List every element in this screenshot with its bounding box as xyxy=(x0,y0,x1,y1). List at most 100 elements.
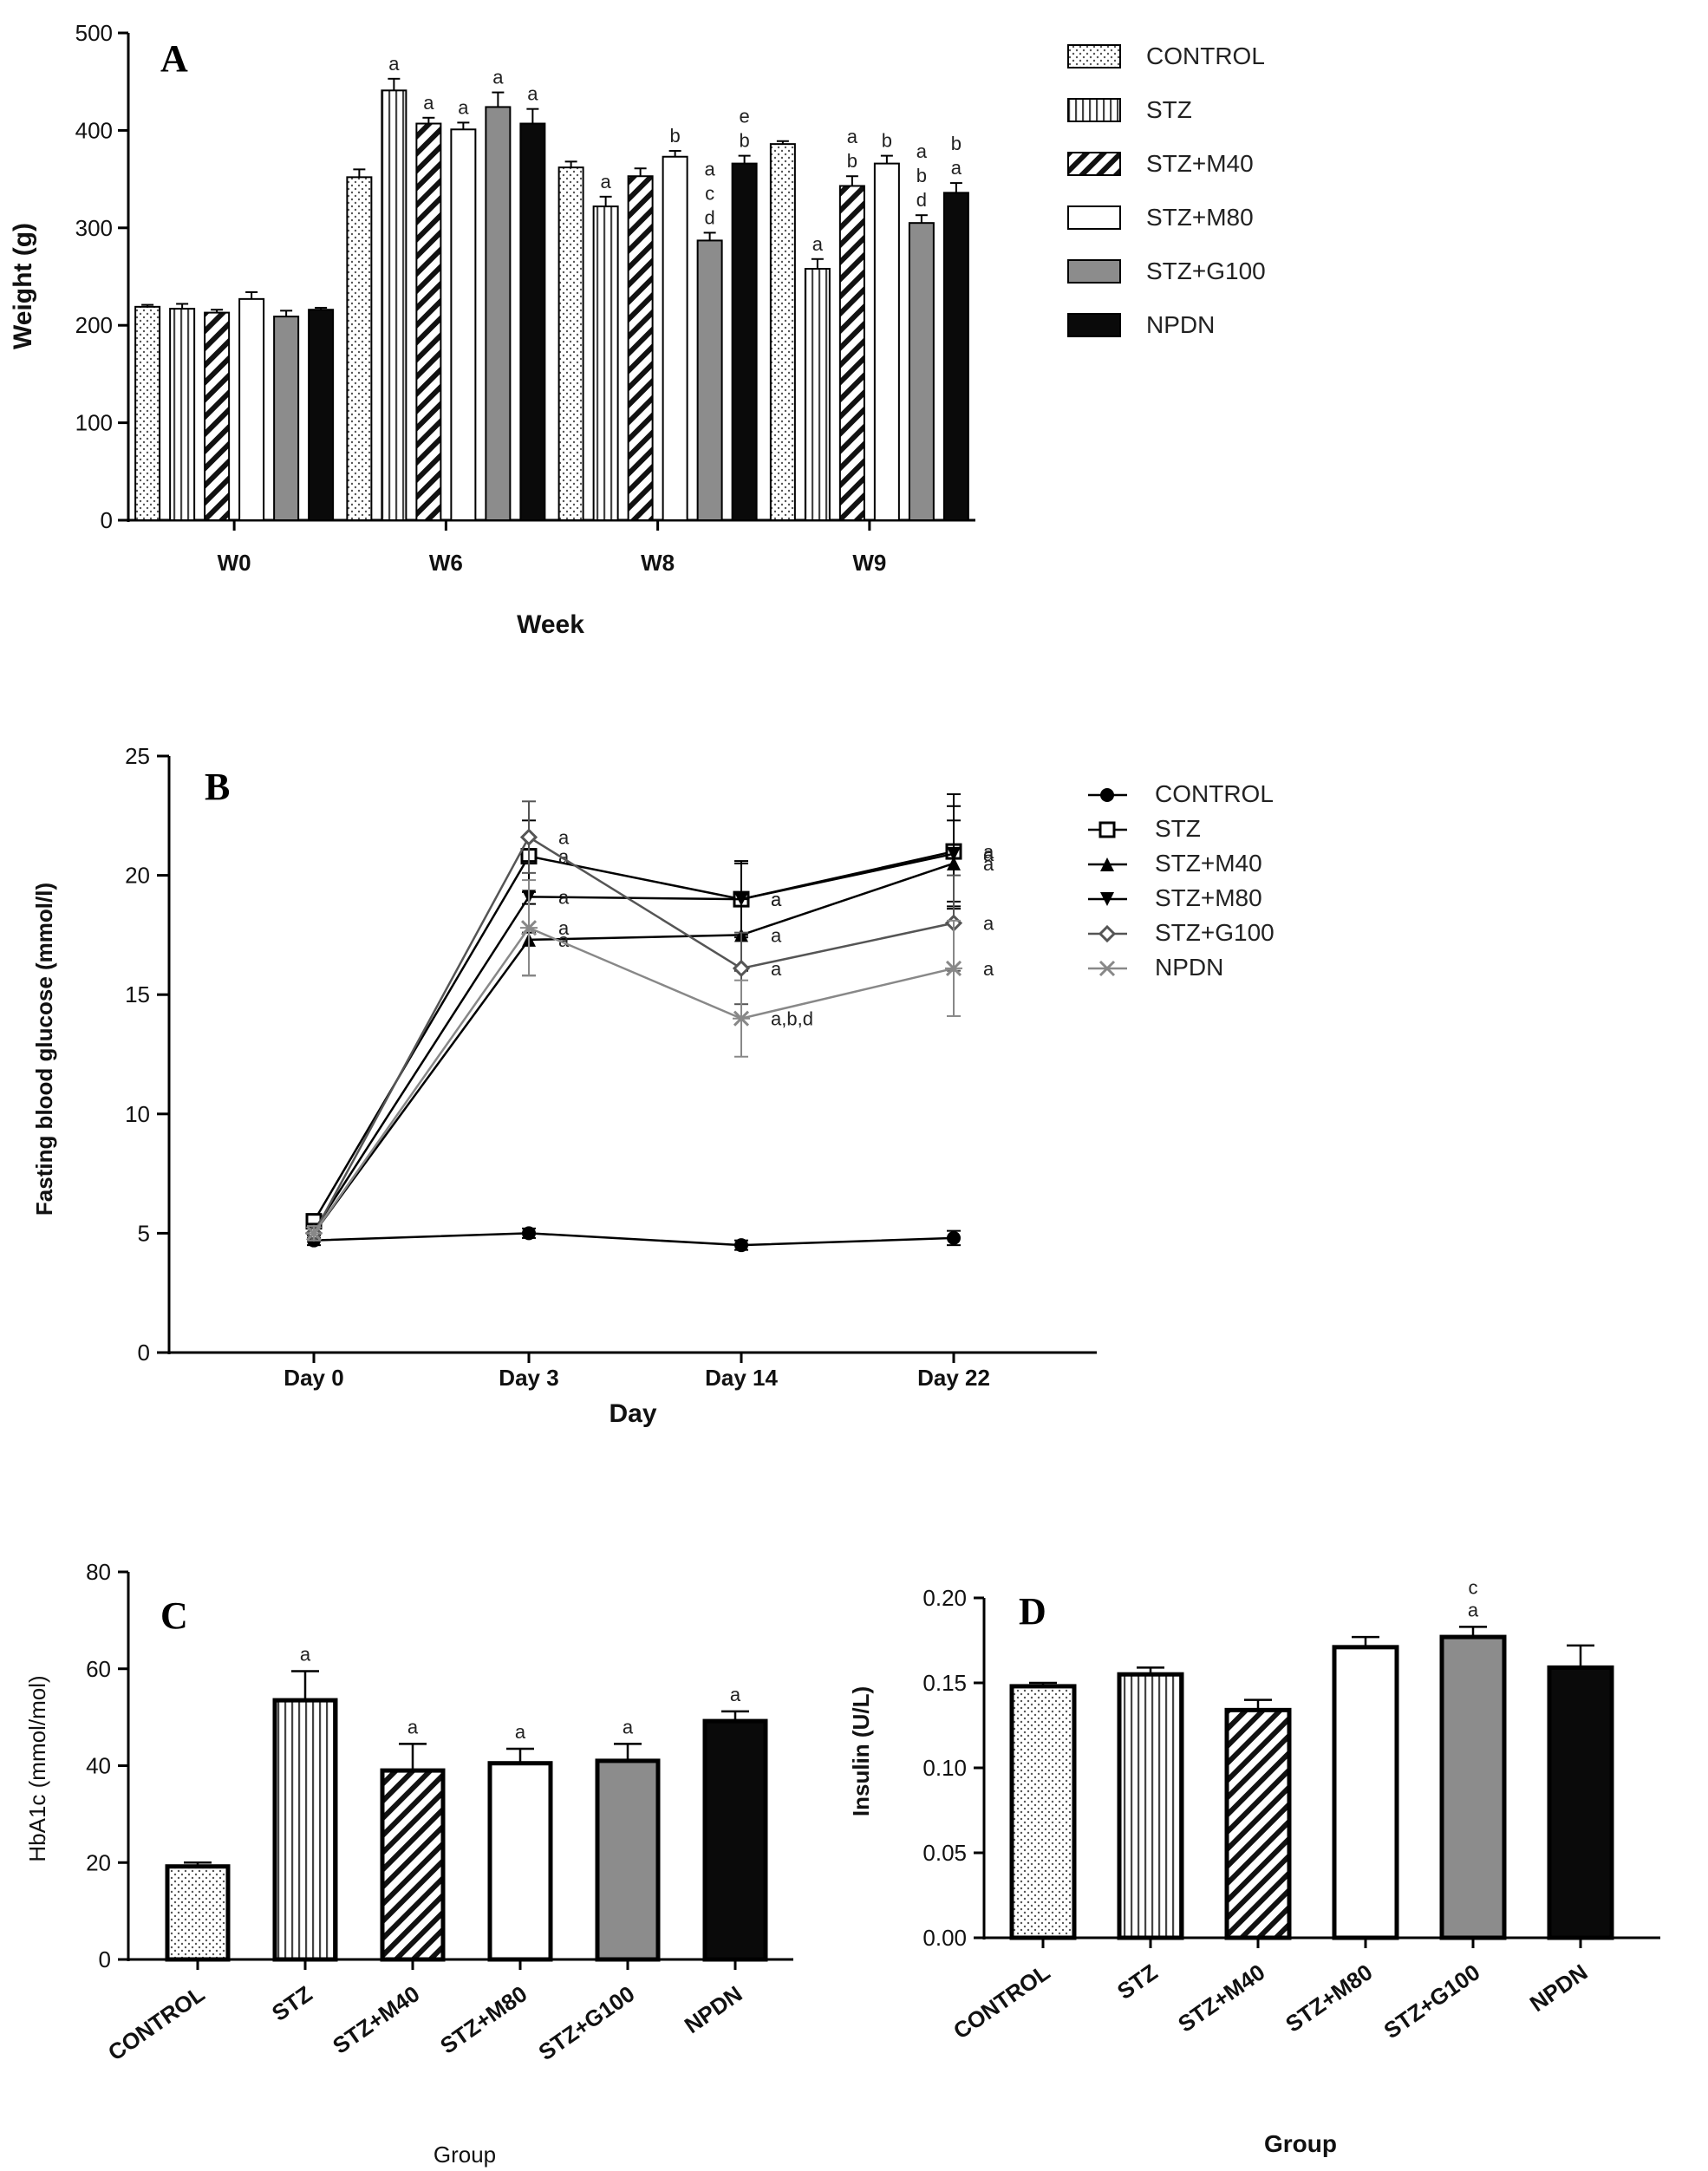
weight-legend: CONTROL STZ STZ+M40 STZ+M80 STZ+G100 NPDN xyxy=(1067,42,1266,338)
legend-label: STZ+G100 xyxy=(1146,258,1266,284)
marker-diamond xyxy=(732,959,751,978)
legend-label: STZ xyxy=(1155,815,1201,842)
weight-axes: 0 100 200 300 400 500 W0 W6 W8 W9 xyxy=(75,20,975,576)
bar-stz+m40-w6 xyxy=(415,122,442,521)
x-tick-label: CONTROL xyxy=(949,1959,1055,2044)
x-tick-label: W8 xyxy=(641,550,675,576)
significance-label: a xyxy=(983,844,994,865)
marker-triangle-down xyxy=(1100,892,1114,906)
marker-triangle-up xyxy=(1100,857,1114,871)
line-npdn xyxy=(312,926,955,1235)
legend-label: CONTROL xyxy=(1155,780,1274,807)
bar-stz+m40-w0 xyxy=(204,311,231,522)
line-stz+m80 xyxy=(312,852,955,1232)
bar-npdn xyxy=(1547,1665,1614,1940)
legend-swatch xyxy=(1067,259,1121,284)
hba1c-y-axis-title: HbA1c (mmol/mol) xyxy=(24,1675,50,1861)
marker-diamond xyxy=(1098,924,1117,943)
significance-label: a xyxy=(458,96,469,118)
x-tick-label: STZ+M80 xyxy=(435,1980,531,2058)
bar-stz+g100 xyxy=(1439,1634,1507,1940)
bar-control-w9 xyxy=(769,143,796,522)
x-tick-label: W6 xyxy=(429,550,463,576)
significance-label: a xyxy=(916,140,928,162)
bar-control xyxy=(1009,1684,1077,1940)
x-tick-label: STZ+M40 xyxy=(328,1980,424,2058)
x-tick-label: STZ+M40 xyxy=(1173,1959,1269,2037)
bar-stz+m80 xyxy=(487,1761,553,1962)
y-tick-label: 5 xyxy=(138,1220,150,1246)
x-tick-label: STZ+M80 xyxy=(1281,1959,1377,2037)
y-tick-label: 300 xyxy=(75,215,113,241)
y-tick-label: 0 xyxy=(101,507,113,533)
significance-label: a xyxy=(983,958,994,980)
significance-label: a xyxy=(558,886,570,908)
significance-label: b xyxy=(916,165,927,186)
panel-label-a: A xyxy=(160,37,188,80)
bar-stz+m40-w8 xyxy=(627,175,654,521)
significance-label: a xyxy=(951,157,962,179)
marker-x xyxy=(305,1225,323,1242)
significance-label: a xyxy=(558,846,570,868)
insulin-bars: ca xyxy=(1009,1576,1614,1940)
significance-label: b xyxy=(882,130,892,152)
x-tick-label: Day 14 xyxy=(705,1365,778,1391)
significance-label: a xyxy=(705,158,716,179)
bar-stz xyxy=(272,1698,338,1962)
legend-label: STZ xyxy=(1146,96,1192,123)
significance-label: a xyxy=(601,171,612,192)
bar-control xyxy=(165,1864,231,1962)
significance-label: a,b,d xyxy=(771,1008,813,1030)
x-tick-label: NPDN xyxy=(680,1980,747,2038)
marker-circle xyxy=(522,1226,536,1241)
significance-label: a xyxy=(983,913,994,935)
significance-label: a xyxy=(527,83,538,105)
bar-stz+m80 xyxy=(1332,1645,1399,1940)
bar-stz-w6 xyxy=(381,89,407,521)
y-tick-label: 40 xyxy=(86,1753,111,1779)
y-tick-label: 10 xyxy=(125,1101,150,1127)
significance-label: a xyxy=(983,841,994,863)
hba1c-x-axis-title: Group xyxy=(434,2142,496,2168)
x-tick-label: Day 0 xyxy=(284,1365,343,1391)
x-tick-label: NPDN xyxy=(1525,1959,1593,2017)
x-tick-label: STZ xyxy=(267,1980,317,2026)
y-tick-label: 0 xyxy=(99,1946,111,1972)
bar-stz+m80-w9 xyxy=(873,162,900,521)
y-tick-label: 0.20 xyxy=(922,1585,967,1611)
significance-label: a xyxy=(558,827,570,849)
marker-x xyxy=(520,920,538,936)
significance-label: a xyxy=(730,1684,741,1705)
significance-label: a xyxy=(300,1644,311,1666)
bar-stz+g100-w8 xyxy=(696,239,723,521)
significance-label: a xyxy=(388,53,400,75)
glucose-legend: CONTROL STZ STZ+M40 STZ+M80 STZ+G100 NPDN xyxy=(1088,780,1274,981)
legend-label: NPDN xyxy=(1146,311,1215,338)
significance-label: a xyxy=(558,917,570,939)
panel-label-c: C xyxy=(160,1594,188,1637)
y-tick-label: 400 xyxy=(75,117,113,143)
marker-x xyxy=(1098,960,1116,977)
marker-triangle-down xyxy=(947,846,961,861)
significance-label: a xyxy=(558,929,570,951)
y-tick-label: 20 xyxy=(125,863,150,889)
line-stz+g100 xyxy=(312,835,955,1234)
bar-stz+g100-w9 xyxy=(908,222,935,521)
legend-label: CONTROL xyxy=(1146,42,1265,69)
bar-npdn-w0 xyxy=(308,309,335,521)
significance-label: a xyxy=(771,958,782,980)
y-tick-label: 500 xyxy=(75,20,113,46)
y-tick-label: 0.15 xyxy=(922,1670,967,1696)
marker-circle xyxy=(1100,788,1114,802)
insulin-x-axis-title: Group xyxy=(1264,2130,1337,2157)
line-control xyxy=(313,1232,955,1247)
bar-stz-w9 xyxy=(804,268,831,521)
marker-diamond xyxy=(519,828,538,846)
y-tick-label: 20 xyxy=(86,1849,111,1875)
marker-triangle-down xyxy=(734,892,748,907)
y-tick-label: 200 xyxy=(75,312,113,338)
glucose-y-axis-title: Fasting blood glucose (mmol/l) xyxy=(31,883,57,1216)
hba1c-bars: a a a a a xyxy=(165,1644,768,1962)
